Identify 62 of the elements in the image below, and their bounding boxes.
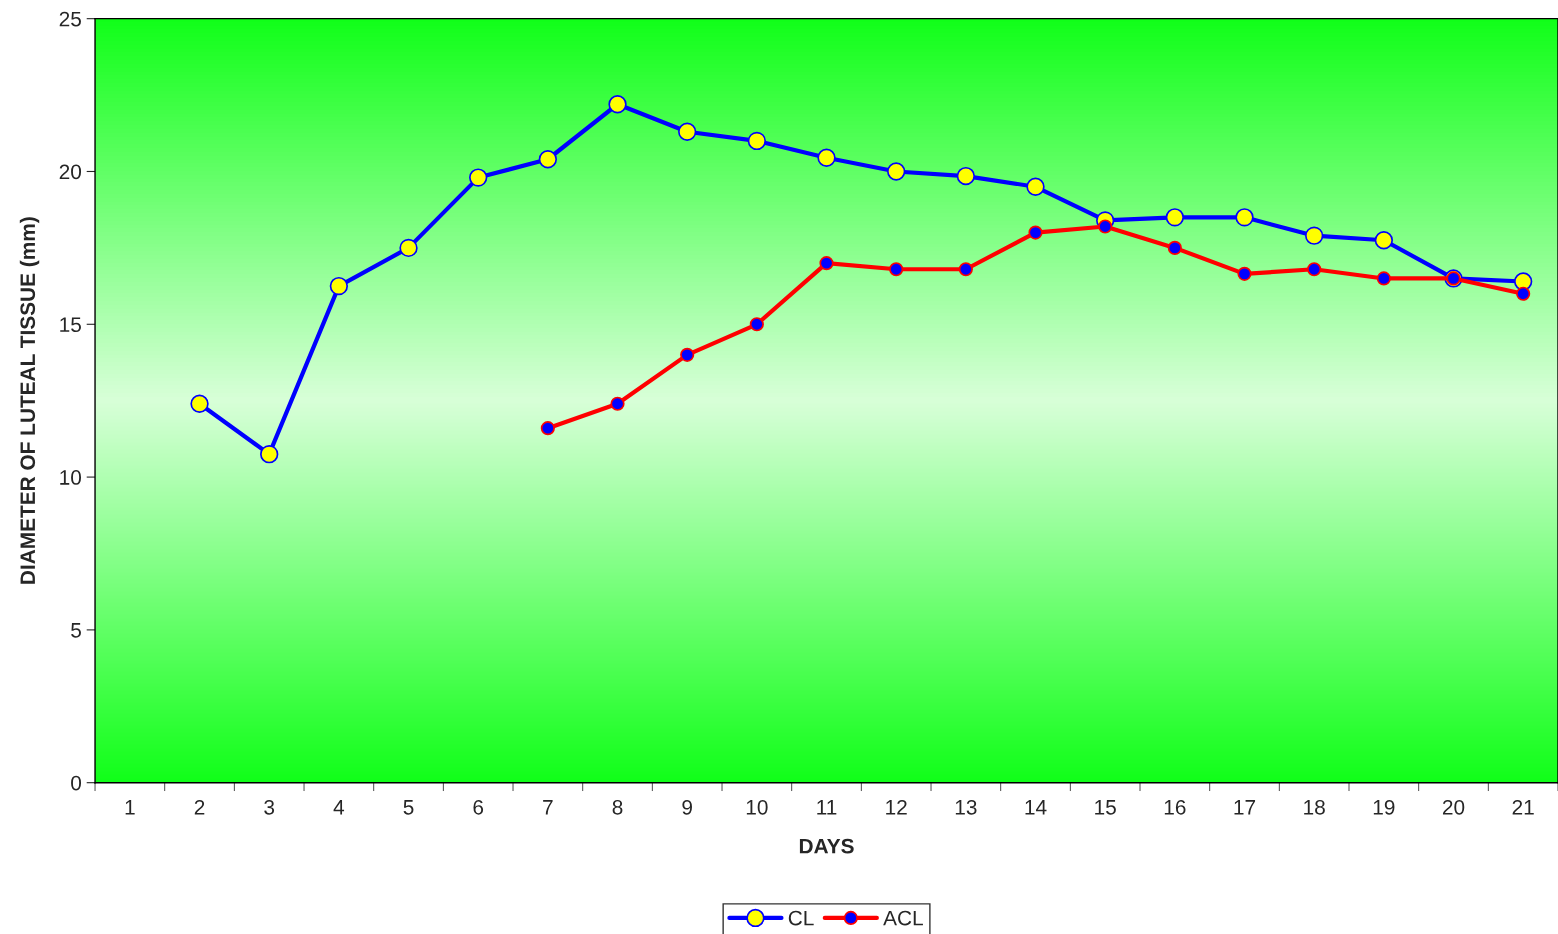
point [1026, 177, 1045, 196]
x-tick-label: 3 [264, 799, 275, 815]
point [887, 162, 906, 181]
point [1376, 271, 1391, 286]
point [1028, 225, 1043, 240]
x-tick-label: 6 [473, 799, 484, 815]
y-tick-label: 0 [71, 775, 82, 791]
x-tick-label: 18 [1304, 799, 1325, 815]
point [749, 317, 764, 332]
x-tick-label: 12 [886, 799, 907, 815]
point [747, 131, 767, 151]
point [610, 396, 625, 411]
x-tick-label: 1 [125, 800, 135, 815]
x-tick-label: 14 [1025, 800, 1047, 815]
point [538, 150, 558, 169]
x-tick-label: 11 [817, 800, 837, 815]
point [1167, 240, 1182, 255]
point [608, 95, 627, 114]
point [1307, 262, 1322, 277]
point [540, 421, 555, 436]
x-tick-label: 7 [543, 800, 553, 815]
x-tick-label: 19 [1373, 799, 1395, 815]
y-tick-label: 20 [59, 164, 82, 180]
x-tick-label: 10 [746, 799, 768, 815]
point [958, 262, 973, 277]
point [889, 262, 904, 277]
point [1098, 219, 1113, 234]
point [817, 148, 836, 167]
point [260, 444, 279, 464]
x-tick-label: 16 [1164, 799, 1186, 815]
x-tick-label: 21 [1512, 799, 1534, 815]
x-tick-label: 5 [403, 800, 414, 815]
point [678, 122, 697, 141]
x-tick-label: 20 [1442, 799, 1465, 815]
y-tick-label: 25 [59, 11, 81, 27]
x-tick-label: 9 [682, 799, 692, 815]
x-tick-label: 8 [612, 799, 623, 815]
point [1235, 208, 1254, 227]
point [1374, 231, 1394, 250]
point [819, 256, 834, 271]
point [1516, 286, 1531, 301]
legend-label: ACL [883, 910, 923, 926]
point [1305, 226, 1324, 245]
x-tick-label: 13 [955, 799, 977, 815]
x-tick-label: 2 [194, 799, 205, 815]
x-tick-label: 17 [1234, 800, 1256, 815]
legend-label: CL [788, 910, 814, 926]
point [956, 166, 976, 186]
point [1237, 266, 1252, 281]
y-axis-title: DIAMETER OF LUTEAL TISSUE (mm) [19, 217, 40, 584]
point [1165, 208, 1185, 227]
point [680, 347, 695, 362]
x-axis-title: DAYS [799, 838, 854, 854]
y-tick-label: 10 [60, 470, 82, 485]
point [190, 394, 209, 413]
y-tick-label: 5 [71, 623, 81, 638]
point [329, 276, 349, 296]
point [399, 238, 418, 258]
x-tick-label: 4 [333, 800, 345, 815]
y-tick-label: 15 [60, 317, 81, 333]
x-tick-label: 15 [1095, 800, 1116, 815]
point [469, 168, 488, 187]
